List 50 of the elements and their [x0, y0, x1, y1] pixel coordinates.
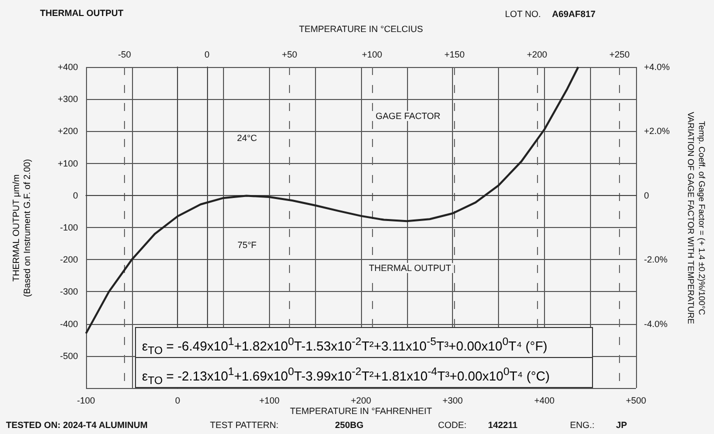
x2-tick-label: 0 — [204, 50, 210, 60]
text: A69AF817 — [552, 9, 596, 19]
y-tick-label: +100 — [58, 158, 78, 168]
text: LOT NO. — [505, 9, 541, 19]
text: JP — [616, 420, 628, 430]
x2-tick-label: -50 — [118, 50, 131, 60]
y-axis-title: THERMAL OUTPUT μm/m (Based on Instrument G.F. of 2.00) — [11, 158, 33, 297]
formula-box: ε$_{TO}$ = -2.13x10$^{1}$+1.69x10$^{0}$T-3.99x10$^{-2}$T²+1.81x10$^{-4}$T³+0.00x10$^{0}$T⁴ (°C) — [135, 357, 593, 388]
y-tick-label: -300 — [60, 286, 78, 297]
x-tick-label: +200 — [350, 396, 372, 406]
y2-tick-label: +2.0% — [644, 126, 670, 136]
x2-tick-label: +100 — [362, 50, 382, 60]
y2-tick-label: -2.0% — [644, 254, 668, 265]
x2-tick-label: +200 — [526, 50, 548, 60]
x-tick-label: +100 — [259, 396, 280, 406]
y-tick-label: -200 — [60, 254, 78, 265]
x2-tick-label: +50 — [282, 50, 298, 60]
formula-box: ε$_{TO}$ = -6.49x10$^{1}$+1.82x10$^{0}$T-1.53x10$^{-2}$T²+3.11x10$^{-5}$T³+0.00x10$^{0}$T⁴ (°F) — [135, 327, 593, 358]
text: 250BG — [335, 420, 364, 430]
text: CODE: — [438, 420, 467, 430]
annotation: THERMAL OUTPUT — [366, 263, 454, 273]
chart-title: THERMAL OUTPUT — [40, 8, 124, 18]
y-tick-label: 0 — [72, 190, 78, 200]
x-axis-title: TEMPERATURE IN °FAHRENHEIT — [290, 406, 432, 416]
line-series — [85, 66, 580, 334]
annotation: 24°C — [234, 133, 260, 143]
y2-tick-label: -4.0% — [644, 318, 668, 329]
x-tick-label: 0 — [175, 396, 180, 406]
y2-tick-label: 0 — [644, 190, 650, 200]
x2-tick-label: +250 — [609, 50, 630, 60]
x2-axis-title: TEMPERATURE IN °CELCIUS — [299, 24, 423, 34]
y-tick-label: +400 — [58, 62, 78, 72]
y2-tick-label: +4.0% — [644, 62, 670, 72]
text: 142211 — [488, 420, 518, 430]
x-tick-label: +400 — [534, 396, 554, 406]
annotation: 75°F — [235, 240, 259, 250]
y-tick-label: -400 — [60, 318, 78, 329]
y-tick-label: -100 — [60, 222, 78, 232]
y-tick-label: +300 — [58, 94, 78, 104]
x-tick-label: -100 — [76, 396, 96, 406]
x-tick-label: +500 — [626, 396, 646, 406]
y2-axis-title: Temp. Coeff. of Gage Factor = (+ 1.4 ±0.2)%/100°C VARIATION OF GAGE FACTOR WITH TEMPERATURE — [685, 111, 707, 324]
text: TESTED ON: 2024-T4 ALUMINUM — [6, 420, 148, 430]
annotation: GAGE FACTOR — [374, 111, 442, 121]
text: TEST PATTERN: — [210, 420, 279, 430]
x2-tick-label: +150 — [444, 50, 465, 60]
y-tick-label: +200 — [58, 126, 78, 136]
text: ENG.: — [570, 420, 595, 430]
x-tick-label: +300 — [442, 396, 463, 406]
y-tick-label: -500 — [60, 350, 78, 361]
